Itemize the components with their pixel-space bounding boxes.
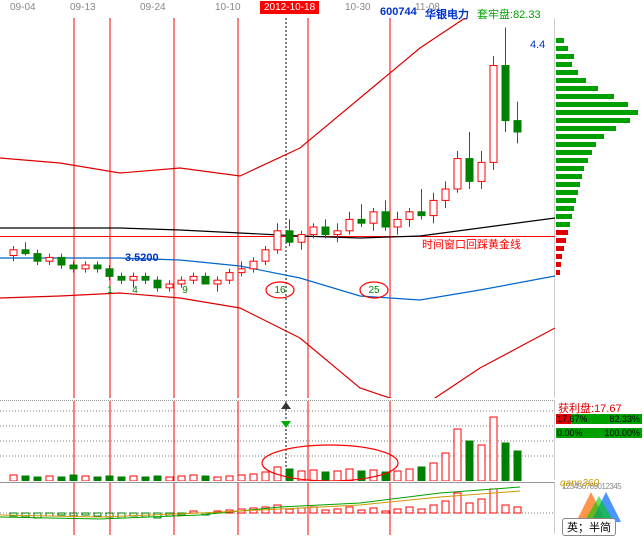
svg-text:82.33%: 82.33%	[609, 414, 640, 424]
ime-status[interactable]: 英；半简	[562, 518, 616, 536]
watermark: qann360	[560, 478, 599, 489]
svg-text:25: 25	[368, 285, 380, 296]
date-tick: 10-30	[345, 2, 371, 13]
date-axis: 2012-10-18 09-0409-1309-2410-1010-3011-0…	[0, 0, 644, 18]
profit-bars-svg: 17.67% 82.33% 0.00% 100.00%	[556, 414, 644, 480]
svg-text:16: 16	[274, 285, 286, 296]
profile-svg	[556, 18, 644, 398]
svg-text:时间窗口回踩黄金线: 时间窗口回踩黄金线	[422, 237, 521, 251]
svg-text:4.4: 4.4	[530, 39, 545, 51]
svg-text:100.00%: 100.00%	[604, 428, 640, 438]
main-candlestick-panel[interactable]: 1 4 9 16 25 3.5200 4.4 时间窗口回踩黄金线	[0, 18, 555, 398]
stock-code: 600744	[380, 6, 417, 18]
date-tick: 09-13	[70, 2, 96, 13]
oscillator-panel[interactable]	[0, 482, 555, 534]
date-tick: 09-04	[10, 2, 36, 13]
volume-right-panel: 获利盘:17.67 17.67%82.33%0.00%100.00%	[556, 400, 644, 480]
main-svg: 1 4 9 16 25 3.5200 4.4 时间窗口回踩黄金线	[0, 18, 555, 398]
stock-chart: 2012-10-18 09-0409-1309-2410-1010-3011-0…	[0, 0, 644, 539]
volume-svg	[0, 401, 555, 481]
osc-right: 123456789012345 英；半简	[556, 482, 644, 534]
date-tick: 09-24	[140, 2, 166, 13]
price-profile-panel	[556, 18, 644, 398]
date-tick: 10-10	[215, 2, 241, 13]
svg-text:4: 4	[132, 285, 138, 296]
svg-text:3.5200: 3.5200	[125, 252, 159, 264]
svg-text:9: 9	[182, 285, 188, 296]
svg-text:17.67%: 17.67%	[557, 414, 588, 424]
highlight-date: 2012-10-18	[260, 1, 319, 14]
osc-svg	[0, 483, 555, 535]
volume-panel[interactable]	[0, 400, 555, 480]
svg-text:1: 1	[107, 285, 113, 296]
svg-text:0.00%: 0.00%	[557, 428, 583, 438]
